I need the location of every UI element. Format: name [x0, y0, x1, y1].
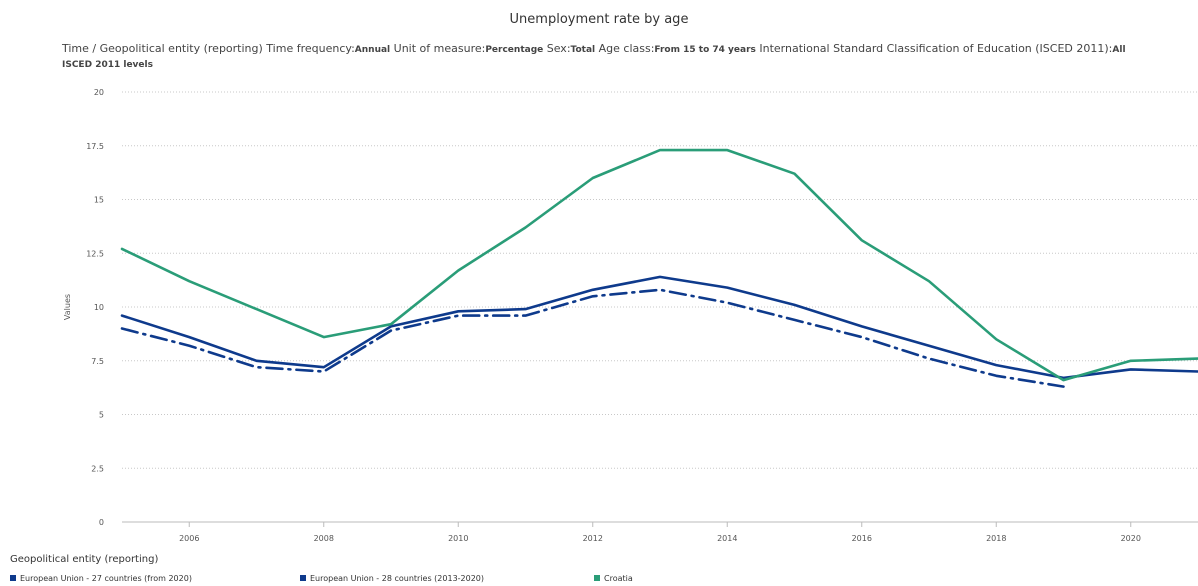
- chart-title: Unemployment rate by age: [509, 12, 689, 27]
- legend-swatch: [594, 575, 600, 581]
- x-tick-label: 2018: [986, 534, 1006, 543]
- subtitle-value: Percentage: [485, 45, 544, 55]
- y-tick-label: 17.5: [86, 142, 104, 151]
- x-tick-label: 2010: [448, 534, 468, 543]
- x-tick-label: 2014: [717, 534, 737, 543]
- legend-label: European Union - 28 countries (2013-2020…: [310, 574, 485, 583]
- x-tick-label: 2006: [179, 534, 199, 543]
- subtitle-key: International Standard Classification of…: [755, 42, 1113, 55]
- chart-subtitle: Time / Geopolitical entity (reporting) T…: [62, 42, 1142, 72]
- x-tick-label: 2012: [583, 534, 603, 543]
- legend-item[interactable]: European Union - 28 countries (2013-2020…: [300, 574, 484, 583]
- subtitle-value: All ISCED 2011 levels: [62, 45, 1126, 70]
- axes: 0 2.5 5 7.5 10 12.5 15 17.5 20 2006 2008 2010 2012 20…: [63, 88, 1198, 543]
- y-tick-label: 0: [99, 518, 104, 527]
- grid-lines: [122, 91, 1198, 469]
- legend-title: Geopolitical entity (reporting): [10, 554, 159, 565]
- y-tick-label: 5: [99, 411, 104, 420]
- series-line-2: [120, 288, 1065, 388]
- series-line-3: [120, 148, 1198, 382]
- x-tick-label: 2020: [1121, 534, 1141, 543]
- subtitle-key: Sex:: [543, 42, 571, 55]
- legend-label: Croatia: [604, 574, 633, 583]
- legend-swatch: [300, 575, 306, 581]
- subtitle-value: Annual: [354, 45, 391, 55]
- y-tick-label: 15: [94, 196, 104, 205]
- subtitle-key: Unit of measure:: [390, 42, 486, 55]
- y-tick-label: 7.5: [91, 357, 104, 366]
- subtitle-value: From 15 to 74 years: [654, 45, 756, 55]
- series-lines: [120, 148, 1198, 388]
- series-line-1: [120, 275, 1198, 380]
- x-tick-label: 2008: [314, 534, 334, 543]
- x-tick-label: 2016: [852, 534, 872, 543]
- y-axis-label: Values: [63, 294, 72, 320]
- legend-item[interactable]: Croatia: [594, 574, 633, 583]
- legend-swatch: [10, 575, 16, 581]
- y-tick-label: 2.5: [91, 464, 104, 473]
- subtitle-value: Total: [570, 45, 596, 55]
- subtitle-key: Age class:: [595, 42, 655, 55]
- subtitle-key: Time / Geopolitical entity (reporting) T…: [62, 42, 355, 55]
- legend-label: European Union - 27 countries (from 2020…: [20, 574, 192, 583]
- y-tick-label: 20: [94, 88, 104, 97]
- legend-item[interactable]: European Union - 27 countries (from 2020…: [10, 574, 192, 583]
- y-tick-label: 10: [94, 303, 104, 312]
- y-tick-label: 12.5: [86, 249, 104, 258]
